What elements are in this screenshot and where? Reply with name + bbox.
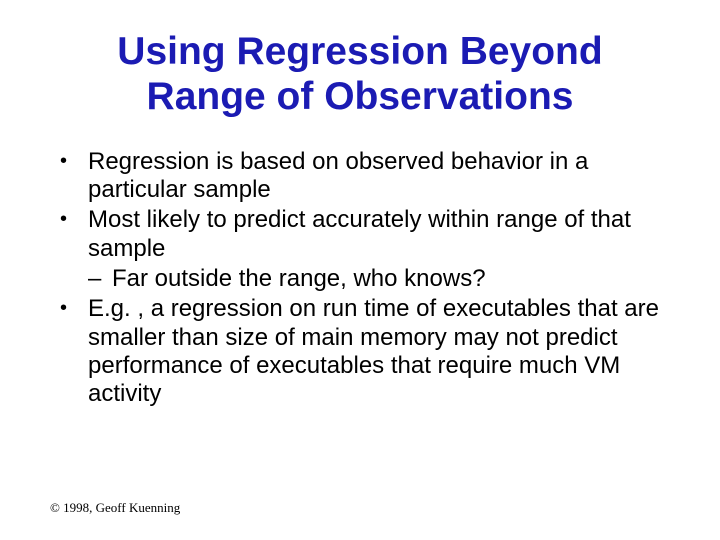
bullet-marker-icon: •	[60, 206, 88, 263]
bullet-text: Regression is based on observed behavior…	[88, 148, 670, 205]
bullet-item: • Most likely to predict accurately with…	[60, 206, 670, 263]
sub-bullet-text: Far outside the range, who knows?	[112, 265, 670, 293]
bullet-item: • Regression is based on observed behavi…	[60, 148, 670, 205]
dash-marker-icon: –	[88, 265, 112, 293]
bullet-marker-icon: •	[60, 295, 88, 408]
bullet-marker-icon: •	[60, 148, 88, 205]
slide-body: • Regression is based on observed behavi…	[50, 148, 670, 409]
title-line-1: Using Regression Beyond	[117, 30, 602, 73]
bullet-text: E.g. , a regression on run time of execu…	[88, 295, 670, 408]
title-line-2: Range of Observations	[147, 75, 574, 118]
slide-title: Using Regression Beyond Range of Observa…	[50, 30, 670, 120]
sub-bullet-item: – Far outside the range, who knows?	[60, 265, 670, 293]
bullet-item: • E.g. , a regression on run time of exe…	[60, 295, 670, 408]
bullet-text: Most likely to predict accurately within…	[88, 206, 670, 263]
copyright-footer: © 1998, Geoff Kuenning	[50, 500, 180, 516]
